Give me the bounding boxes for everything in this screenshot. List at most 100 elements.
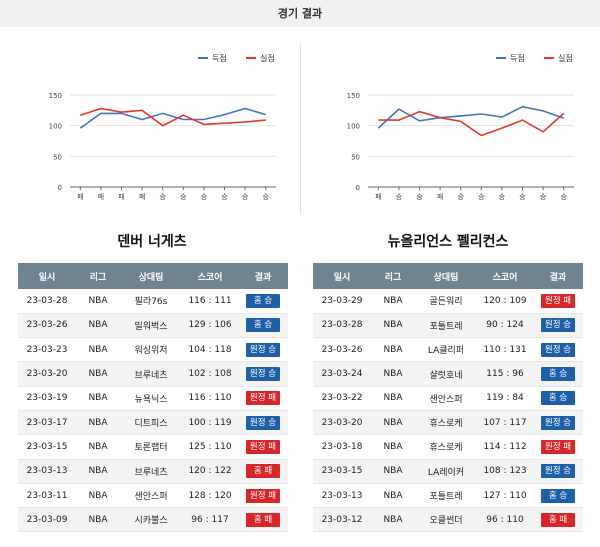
cell-league: NBA bbox=[76, 361, 120, 387]
table-row: 23-03-19 NBA 뉴욕닉스 116 : 110 원정 패 bbox=[18, 386, 288, 411]
x-tick-label: 승 bbox=[159, 193, 166, 201]
table-row: 23-03-11 NBA 샌안스퍼 128 : 120 원정 패 bbox=[18, 483, 288, 509]
cell-league: NBA bbox=[76, 337, 120, 363]
result-badge: 홈 승 bbox=[541, 488, 575, 503]
cell-score: 120 : 122 bbox=[182, 459, 238, 484]
y-tick-label: 0 bbox=[58, 184, 62, 192]
cell-date: 23-03-20 bbox=[18, 361, 76, 387]
table-row: 23-03-29 NBA 골든워리 120 : 109 원정 패 bbox=[313, 289, 583, 314]
cell-league: NBA bbox=[76, 289, 120, 314]
cell-date: 23-03-24 bbox=[313, 361, 371, 387]
col-header-score: 스코어 bbox=[477, 263, 533, 289]
cell-opponent: 휴스로케 bbox=[415, 410, 477, 436]
cell-league: NBA bbox=[76, 386, 120, 411]
x-tick-label: 패 bbox=[139, 192, 145, 201]
table-row: 23-03-12 NBA 오클썬더 96 : 110 홈 패 bbox=[313, 507, 583, 533]
x-tick-label: 패 bbox=[77, 192, 83, 201]
cell-score: 114 : 112 bbox=[477, 434, 533, 460]
col-header-date: 일시 bbox=[313, 263, 371, 289]
cell-score: 96 : 117 bbox=[182, 507, 238, 533]
cell-date: 23-03-22 bbox=[313, 386, 371, 411]
cell-score: 108 : 123 bbox=[477, 459, 533, 484]
result-badge: 홈 패 bbox=[246, 512, 280, 527]
result-badge: 원정 승 bbox=[541, 318, 575, 333]
x-tick-label: 패 bbox=[98, 192, 104, 201]
x-tick-label: 승 bbox=[560, 193, 567, 201]
cell-date: 23-03-15 bbox=[18, 434, 76, 460]
legend-allowed-label: 실점 bbox=[558, 53, 573, 63]
cell-score: 110 : 131 bbox=[477, 337, 533, 363]
cell-score: 128 : 120 bbox=[182, 483, 238, 509]
result-badge: 원정 승 bbox=[246, 342, 280, 357]
cell-score: 116 : 110 bbox=[182, 386, 238, 411]
cell-score: 125 : 110 bbox=[182, 434, 238, 460]
cell-date: 23-03-11 bbox=[18, 483, 76, 509]
cell-opponent: LA클리퍼 bbox=[415, 337, 477, 363]
legend-allowed-label: 실점 bbox=[260, 53, 275, 63]
col-header-result: 결과 bbox=[533, 263, 583, 289]
cell-opponent: 포틀트레 bbox=[415, 313, 477, 339]
cell-date: 23-03-26 bbox=[313, 337, 371, 363]
table-row: 23-03-22 NBA 샌안스퍼 119 : 84 홈 승 bbox=[313, 386, 583, 411]
table-row: 23-03-20 NBA 브루네츠 102 : 108 원정 승 bbox=[18, 361, 288, 387]
y-tick-label: 100 bbox=[347, 123, 360, 131]
legend-score-label: 득점 bbox=[510, 53, 525, 63]
x-tick-label: 승 bbox=[180, 193, 187, 201]
cell-score: 129 : 106 bbox=[182, 313, 238, 339]
cell-result: 홈 패 bbox=[238, 507, 288, 533]
y-tick-label: 100 bbox=[49, 123, 62, 131]
cell-league: NBA bbox=[371, 459, 415, 484]
cell-date: 23-03-13 bbox=[18, 459, 76, 484]
cell-result: 원정 승 bbox=[533, 410, 583, 436]
team-title-pelicans: 뉴올리언스 펠리컨스 bbox=[387, 234, 509, 250]
x-tick-label: 패 bbox=[118, 192, 124, 201]
cell-league: NBA bbox=[76, 410, 120, 436]
cell-date: 23-03-13 bbox=[313, 483, 371, 509]
cell-score: 102 : 108 bbox=[182, 361, 238, 387]
cell-opponent: 시카불스 bbox=[120, 507, 182, 533]
table-row: 23-03-17 NBA 디트피스 100 : 119 원정 승 bbox=[18, 410, 288, 436]
cell-league: NBA bbox=[371, 289, 415, 314]
cell-result: 원정 승 bbox=[238, 337, 288, 363]
table-row: 23-03-23 NBA 워싱위저 104 : 118 원정 승 bbox=[18, 337, 288, 363]
col-header-opponent: 상대팀 bbox=[120, 263, 182, 289]
cell-league: NBA bbox=[76, 507, 120, 533]
x-tick-label: 패 bbox=[437, 192, 443, 201]
line-chart-denver: 득점 실점 0 50 100 150 패 패 패 패 승 승 승 승 승 승 bbox=[49, 53, 276, 201]
cell-opponent: 필라76s bbox=[120, 289, 182, 314]
result-badge: 원정 승 bbox=[246, 367, 280, 382]
cell-date: 23-03-20 bbox=[313, 410, 371, 436]
col-header-league: 리그 bbox=[371, 263, 415, 289]
cell-date: 23-03-28 bbox=[18, 289, 76, 314]
cell-date: 23-03-19 bbox=[18, 386, 76, 411]
cell-result: 원정 패 bbox=[533, 289, 583, 314]
cell-result: 원정 승 bbox=[238, 410, 288, 436]
table-row: 23-03-24 NBA 샬럿호네 115 : 96 홈 승 bbox=[313, 361, 583, 387]
cell-opponent: 뉴욕닉스 bbox=[120, 386, 182, 411]
cell-result: 홈 승 bbox=[533, 386, 583, 411]
cell-date: 23-03-12 bbox=[313, 507, 371, 533]
cell-opponent: 밀워벅스 bbox=[120, 313, 182, 339]
cell-league: NBA bbox=[76, 483, 120, 509]
result-badge: 홈 패 bbox=[541, 512, 575, 527]
table-row: 23-03-18 NBA 휴스로케 114 : 112 원정 패 bbox=[313, 434, 583, 460]
cell-result: 홈 승 bbox=[238, 289, 288, 314]
col-header-opponent: 상대팀 bbox=[415, 263, 477, 289]
results-table-pelicans: 일시 리그 상대팀 스코어 결과 23-03-29 NBA 골든워리 120 : 10… bbox=[313, 263, 583, 533]
x-tick-label: 승 bbox=[416, 193, 423, 201]
cell-league: NBA bbox=[371, 483, 415, 509]
team-title-denver: 덴버 너게츠 bbox=[117, 234, 187, 250]
result-badge: 원정 승 bbox=[246, 415, 280, 430]
cell-opponent: 샬럿호네 bbox=[415, 361, 477, 387]
cell-league: NBA bbox=[371, 313, 415, 339]
result-badge: 원정 패 bbox=[246, 488, 280, 503]
table-row: 23-03-28 NBA 포틀트레 90 : 124 원정 승 bbox=[313, 313, 583, 339]
y-tick-label: 0 bbox=[356, 184, 360, 192]
y-tick-label: 50 bbox=[351, 153, 360, 161]
cell-opponent: 디트피스 bbox=[120, 410, 182, 436]
cell-score: 107 : 117 bbox=[477, 410, 533, 436]
col-header-result: 결과 bbox=[238, 263, 288, 289]
table-row: 23-03-13 NBA 브루네츠 120 : 122 홈 패 bbox=[18, 459, 288, 484]
x-tick-label: 승 bbox=[519, 193, 526, 201]
x-tick-label: 승 bbox=[478, 193, 485, 201]
